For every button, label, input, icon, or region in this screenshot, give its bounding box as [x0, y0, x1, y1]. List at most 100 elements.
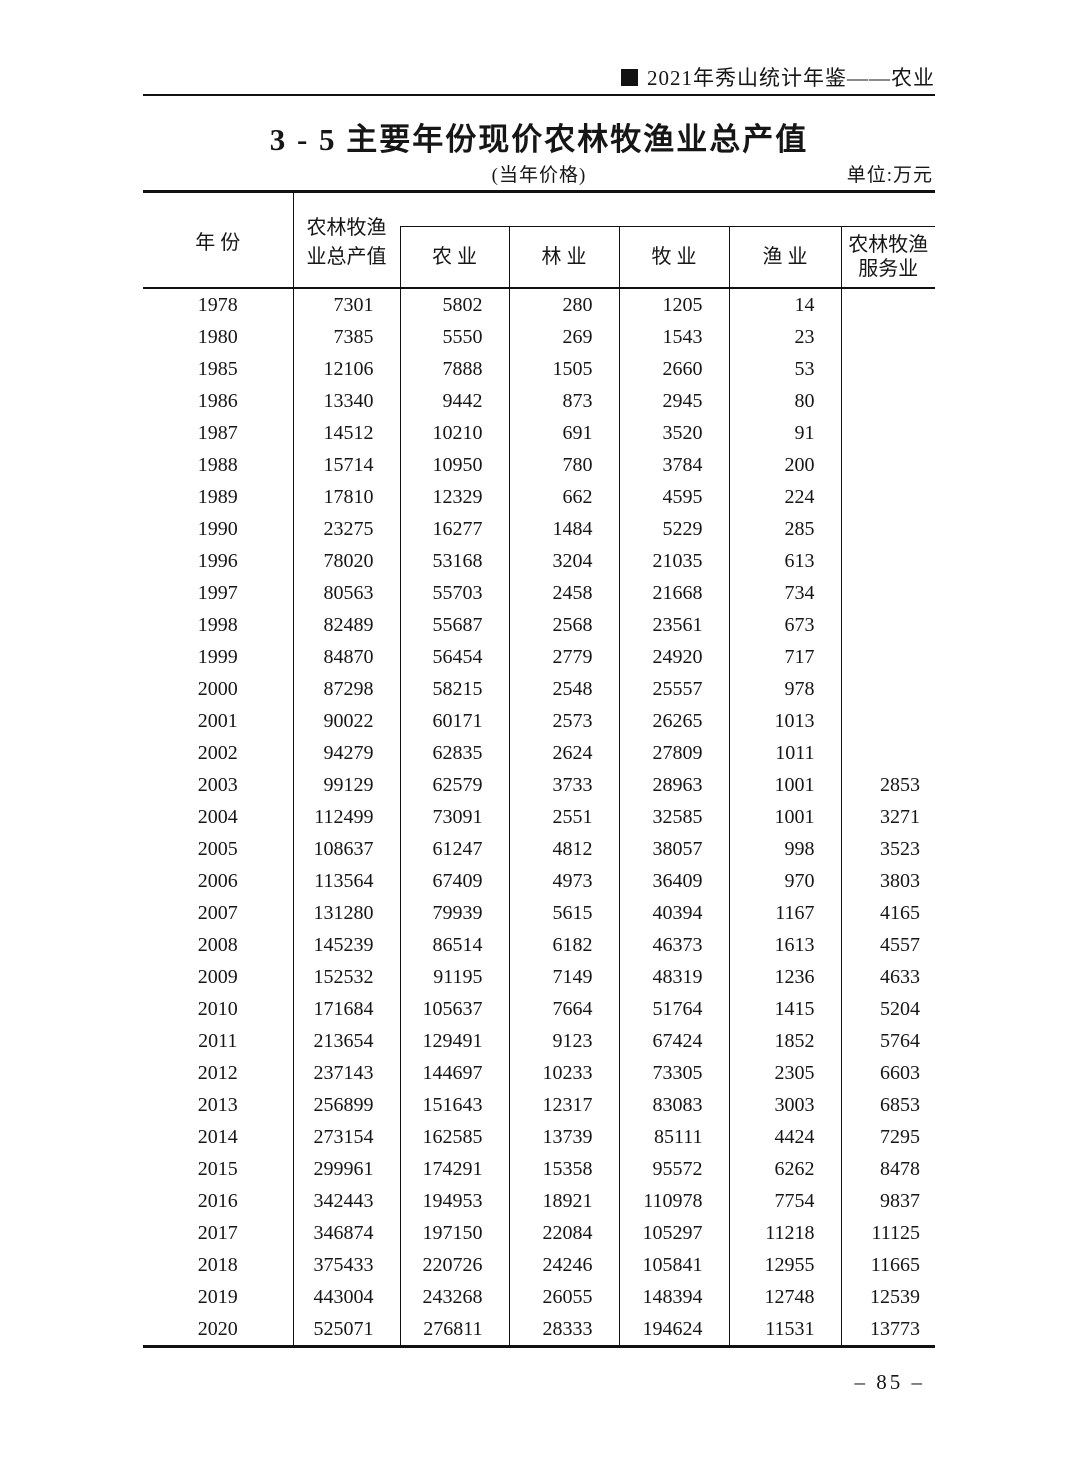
fishery-cell: 12955 — [728, 1249, 841, 1281]
husbandry-cell: 1205 — [618, 288, 729, 321]
forestry-cell: 873 — [508, 385, 619, 417]
column-header-service-line1: 农林牧渔 — [848, 234, 929, 256]
service-cell — [840, 737, 935, 769]
table-row: 2012 237143 144697 10233 73305 2305 6603 — [143, 1057, 935, 1089]
fishery-cell: 7754 — [728, 1185, 841, 1217]
column-header-service-line2: 服务业 — [858, 258, 919, 280]
year-cell: 1998 — [197, 614, 238, 636]
fishery-cell: 1013 — [728, 705, 841, 737]
fishery-cell: 11218 — [728, 1217, 841, 1249]
forestry-cell: 2548 — [508, 673, 619, 705]
fishery-cell: 12748 — [728, 1281, 841, 1313]
forestry-cell: 15358 — [508, 1153, 619, 1185]
agriculture-cell: 91195 — [399, 961, 509, 993]
forestry-cell: 2573 — [508, 705, 619, 737]
agriculture-cell: 129491 — [399, 1025, 509, 1057]
table-row: 2008 145239 86514 6182 46373 1613 4557 — [143, 929, 935, 961]
year-cell: 2008 — [197, 934, 238, 956]
forestry-cell: 7664 — [508, 993, 619, 1025]
column-header-total-line1: 农林牧渔 — [306, 217, 387, 239]
forestry-cell: 3204 — [508, 545, 619, 577]
forestry-cell: 3733 — [508, 769, 619, 801]
husbandry-cell: 38057 — [618, 833, 729, 865]
service-cell — [840, 288, 935, 321]
year-cell: 2000 — [197, 678, 238, 700]
table-header: 年 份 农林牧渔 业总产值 农 业 林 业 牧 业 渔 业 农林牧渔 服务业 — [143, 191, 935, 288]
fishery-cell: 673 — [728, 609, 841, 641]
table-row: 1998 82489 55687 2568 23561 673 — [143, 609, 935, 641]
total-cell: 87298 — [292, 673, 400, 705]
total-cell: 84870 — [292, 641, 400, 673]
table-row: 2018 375433 220726 24246 105841 12955 11665 — [143, 1249, 935, 1281]
husbandry-cell: 4595 — [618, 481, 729, 513]
year-cell: 2014 — [197, 1126, 238, 1148]
agriculture-cell: 105637 — [399, 993, 509, 1025]
table-row: 2020 525071 276811 28333 194624 11531 13773 — [143, 1313, 935, 1347]
table-row: 2009 152532 91195 7149 48319 1236 4633 — [143, 961, 935, 993]
forestry-cell: 691 — [508, 417, 619, 449]
service-cell: 5764 — [840, 1025, 935, 1057]
year-cell: 2007 — [197, 902, 238, 924]
service-cell — [840, 513, 935, 545]
square-marker-icon — [621, 69, 638, 86]
fishery-cell: 53 — [728, 353, 841, 385]
agriculture-cell: 220726 — [399, 1249, 509, 1281]
fishery-cell: 200 — [728, 449, 841, 481]
total-cell: 7385 — [292, 321, 400, 353]
forestry-cell: 1505 — [508, 353, 619, 385]
column-header-year: 年 份 — [195, 231, 241, 254]
agriculture-cell: 174291 — [399, 1153, 509, 1185]
total-cell: 443004 — [292, 1281, 400, 1313]
table-row: 1997 80563 55703 2458 21668 734 — [143, 577, 935, 609]
agriculture-cell: 58215 — [399, 673, 509, 705]
forestry-cell: 4812 — [508, 833, 619, 865]
service-cell: 6853 — [840, 1089, 935, 1121]
forestry-cell: 4973 — [508, 865, 619, 897]
service-cell: 5204 — [840, 993, 935, 1025]
agriculture-cell: 7888 — [399, 353, 509, 385]
table-row: 2001 90022 60171 2573 26265 1013 — [143, 705, 935, 737]
table-row: 2011 213654 129491 9123 67424 1852 5764 — [143, 1025, 935, 1057]
fishery-cell: 80 — [728, 385, 841, 417]
service-cell: 4633 — [840, 961, 935, 993]
service-cell — [840, 641, 935, 673]
agriculture-cell: 55703 — [399, 577, 509, 609]
service-cell: 3523 — [840, 833, 935, 865]
service-cell: 3271 — [840, 801, 935, 833]
service-cell: 6603 — [840, 1057, 935, 1089]
service-cell — [840, 481, 935, 513]
table-row: 2019 443004 243268 26055 148394 12748 12539 — [143, 1281, 935, 1313]
total-cell: 273154 — [292, 1121, 400, 1153]
agriculture-cell: 61247 — [399, 833, 509, 865]
year-cell: 2015 — [197, 1158, 238, 1180]
agriculture-cell: 60171 — [399, 705, 509, 737]
header-row-sub: 农 业 林 业 牧 业 渔 业 农林牧渔 服务业 — [143, 226, 935, 288]
husbandry-cell: 3784 — [618, 449, 729, 481]
fishery-cell: 1613 — [728, 929, 841, 961]
total-cell: 113564 — [292, 865, 400, 897]
total-cell: 7301 — [292, 288, 400, 321]
service-cell: 9837 — [840, 1185, 935, 1217]
forestry-cell: 5615 — [508, 897, 619, 929]
husbandry-cell: 3520 — [618, 417, 729, 449]
total-cell: 375433 — [292, 1249, 400, 1281]
fishery-cell: 970 — [728, 865, 841, 897]
year-cell: 1978 — [197, 294, 238, 316]
agriculture-cell: 151643 — [399, 1089, 509, 1121]
husbandry-cell: 48319 — [618, 961, 729, 993]
total-cell: 94279 — [292, 737, 400, 769]
forestry-cell: 662 — [508, 481, 619, 513]
total-cell: 299961 — [292, 1153, 400, 1185]
table-row: 1980 7385 5550 269 1543 23 — [143, 321, 935, 353]
husbandry-cell: 148394 — [618, 1281, 729, 1313]
husbandry-cell: 21035 — [618, 545, 729, 577]
husbandry-cell: 95572 — [618, 1153, 729, 1185]
total-cell: 346874 — [292, 1217, 400, 1249]
forestry-cell: 280 — [508, 288, 619, 321]
subcolumns-spacer — [400, 191, 935, 227]
year-cell: 2016 — [197, 1190, 238, 1212]
agriculture-cell: 5550 — [399, 321, 509, 353]
table-row: 2015 299961 174291 15358 95572 6262 8478 — [143, 1153, 935, 1185]
service-cell: 11665 — [840, 1249, 935, 1281]
agriculture-cell: 55687 — [399, 609, 509, 641]
